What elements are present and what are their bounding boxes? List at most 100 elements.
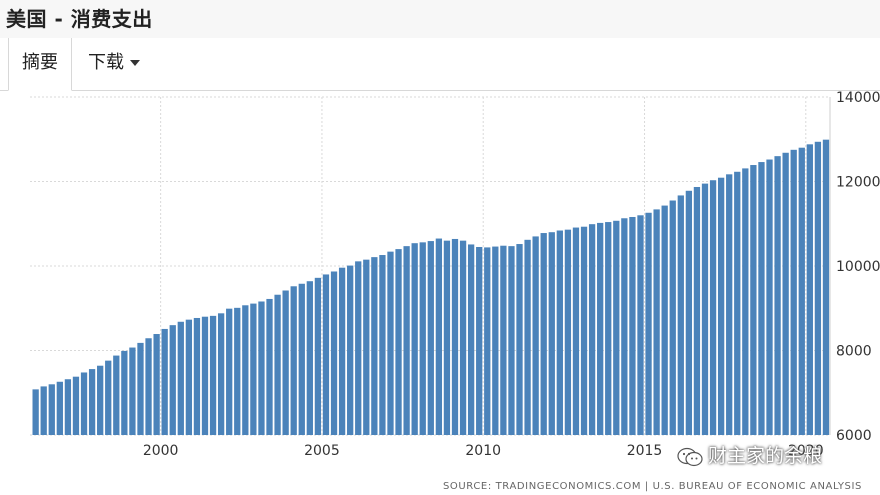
bar[interactable] [742,168,749,435]
bar[interactable] [588,224,596,435]
bar[interactable] [717,177,725,435]
bar[interactable] [508,246,515,435]
bar[interactable] [226,308,233,435]
bar[interactable] [105,360,112,435]
bar[interactable] [492,246,499,435]
bar[interactable] [153,334,160,435]
bar[interactable] [774,156,781,435]
bar[interactable] [403,246,410,435]
bar[interactable] [548,232,555,435]
bar[interactable] [32,389,39,435]
bar[interactable] [605,222,612,435]
bar[interactable] [411,243,418,435]
bar[interactable] [709,180,717,435]
bar[interactable] [726,174,733,435]
bar[interactable] [613,220,620,435]
bar[interactable] [40,386,47,435]
bar[interactable] [298,283,305,435]
bar[interactable] [193,317,201,435]
bar[interactable] [572,227,580,435]
bar[interactable] [129,347,136,435]
bar[interactable] [169,325,176,435]
bar[interactable] [734,171,741,435]
bar[interactable] [556,230,563,435]
bar[interactable] [88,369,96,435]
bar[interactable] [314,277,322,435]
bar[interactable] [516,244,523,435]
bar[interactable] [371,257,378,435]
bar[interactable] [451,238,459,435]
bar[interactable] [637,215,644,435]
bar[interactable] [306,281,313,435]
bar[interactable] [766,159,773,435]
bar[interactable] [701,183,709,435]
bar[interactable] [274,294,281,435]
bar[interactable] [419,242,426,435]
bar[interactable] [500,245,507,435]
bar[interactable] [669,200,676,435]
bar[interactable] [338,267,346,435]
bar[interactable] [782,152,789,435]
bar[interactable] [97,365,104,435]
bar[interactable] [347,265,354,435]
bar[interactable] [467,244,475,435]
bar[interactable] [48,384,55,435]
bar[interactable] [201,316,209,435]
bar[interactable] [64,379,72,435]
bar[interactable] [209,315,217,435]
bar[interactable] [806,144,813,435]
bar[interactable] [113,355,120,435]
bar[interactable] [242,305,249,435]
bar[interactable] [379,255,386,435]
bar[interactable] [685,190,693,435]
bar[interactable] [814,141,822,435]
bar[interactable] [177,321,184,435]
bar[interactable] [645,212,652,435]
bar[interactable] [758,162,765,435]
bar[interactable] [532,236,539,435]
bar[interactable] [653,209,660,435]
bar[interactable] [161,328,168,435]
bar[interactable] [677,195,684,435]
bar[interactable] [290,286,297,435]
bar[interactable] [427,241,434,435]
bar[interactable] [435,238,443,435]
bar[interactable] [250,303,257,435]
bar[interactable] [355,261,362,435]
bar[interactable] [137,342,144,435]
bar[interactable] [185,319,193,435]
bar[interactable] [750,165,757,435]
bar[interactable] [443,240,451,435]
bar[interactable] [56,381,63,435]
bar[interactable] [217,313,225,435]
bar[interactable] [580,226,588,435]
bar[interactable] [80,372,88,435]
bar[interactable] [258,301,265,435]
bar[interactable] [72,376,80,435]
bar[interactable] [798,147,805,435]
bar[interactable] [597,222,604,435]
tab-download[interactable]: 下载 [88,38,140,90]
bar[interactable] [790,149,797,435]
bar[interactable] [330,271,338,435]
bar[interactable] [459,240,467,435]
bar[interactable] [564,229,572,435]
bar[interactable] [524,239,531,435]
bar[interactable] [266,298,273,435]
bar[interactable] [322,274,330,435]
bar[interactable] [234,307,241,435]
bar[interactable] [145,338,152,435]
bar[interactable] [693,186,701,435]
bar[interactable] [661,205,668,435]
bar[interactable] [822,139,830,436]
tab-summary[interactable]: 摘要 [8,38,72,91]
bar[interactable] [121,350,128,435]
bar[interactable] [484,247,491,435]
bar[interactable] [282,290,289,436]
bar[interactable] [621,218,628,435]
bar[interactable] [363,259,370,435]
bar[interactable] [476,246,483,435]
bar[interactable] [540,233,547,435]
bar[interactable] [629,216,636,435]
bar[interactable] [395,249,402,435]
